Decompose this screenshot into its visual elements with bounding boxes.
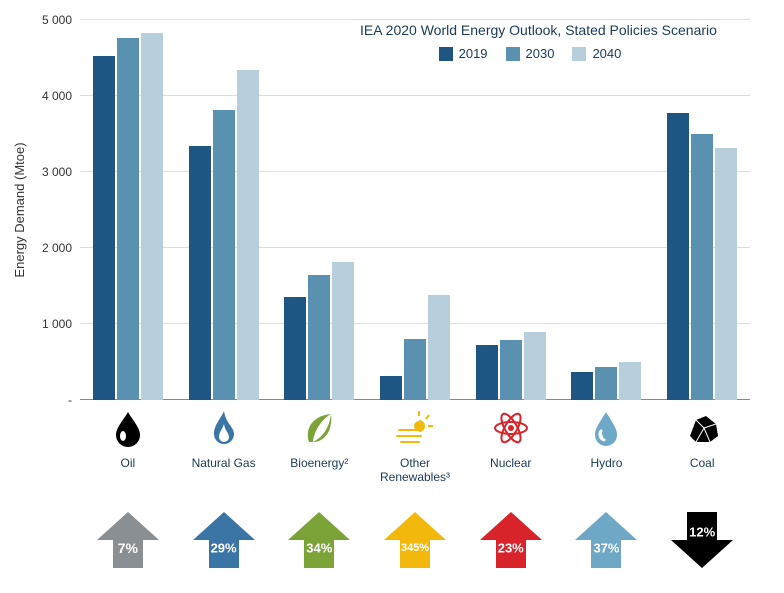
bar <box>141 33 163 400</box>
change-arrow: 37% <box>571 510 641 570</box>
arrow-pct-label: 23% <box>498 541 524 556</box>
legend-item: 2040 <box>572 46 621 61</box>
category-label: Nuclear <box>490 456 531 484</box>
sun-wind-icon <box>395 408 435 448</box>
bar <box>308 275 330 400</box>
coal-icon <box>682 408 722 448</box>
bar <box>524 332 546 400</box>
category-label: Oil <box>121 456 136 484</box>
category-cell-hydro: Hydro <box>559 408 655 485</box>
bar-group-oil <box>80 20 176 400</box>
atom-icon <box>491 408 531 448</box>
bar <box>189 146 211 400</box>
legend-item: 2019 <box>439 46 488 61</box>
legend-label: 2030 <box>526 46 555 61</box>
category-cell-oil: Oil <box>80 408 176 485</box>
arrow-cell-natural_gas: 29% <box>176 510 272 570</box>
bar-group-nuclear <box>463 20 559 400</box>
change-arrow: 29% <box>189 510 259 570</box>
y-axis-label: Energy Demand (Mtoe) <box>12 142 27 277</box>
y-tick-label: 2 000 <box>42 241 72 255</box>
chart-title: IEA 2020 World Energy Outlook, Stated Po… <box>360 22 740 38</box>
category-label: Natural Gas <box>192 456 256 484</box>
legend-item: 2030 <box>506 46 555 61</box>
category-label: OtherRenewables³ <box>380 456 450 485</box>
y-tick-label: - <box>68 393 72 407</box>
bar <box>213 110 235 400</box>
arrow-pct-label: 12% <box>689 524 715 539</box>
y-tick-label: 3 000 <box>42 165 72 179</box>
change-arrow: 23% <box>476 510 546 570</box>
bar <box>619 362 641 400</box>
change-arrow: 34% <box>284 510 354 570</box>
y-axis: -1 0002 0003 0004 0005 000 <box>20 20 80 400</box>
change-arrow: 345% <box>380 510 450 570</box>
arrow-cell-oil: 7% <box>80 510 176 570</box>
category-cell-coal: Coal <box>654 408 750 485</box>
legend-swatch <box>439 47 453 61</box>
category-cell-natural_gas: Natural Gas <box>176 408 272 485</box>
arrow-row: 7% 29% 34% 345% 23% 37% 12% <box>80 510 750 570</box>
bar <box>428 295 450 400</box>
bar-group-hydro <box>559 20 655 400</box>
bar <box>667 113 689 400</box>
bar <box>595 367 617 400</box>
category-row: Oil Natural Gas Bioenergy² OtherRenewables… <box>80 408 750 485</box>
arrow-pct-label: 7% <box>118 540 138 556</box>
arrow-cell-other_renewables: 345% <box>367 510 463 570</box>
bar <box>715 148 737 400</box>
plot-area <box>80 20 750 400</box>
arrow-cell-hydro: 37% <box>559 510 655 570</box>
legend-swatch <box>572 47 586 61</box>
category-cell-bioenergy: Bioenergy² <box>271 408 367 485</box>
arrow-cell-coal: 12% <box>654 510 750 570</box>
oil-drop-icon <box>108 408 148 448</box>
arrow-pct-label: 37% <box>593 541 619 556</box>
bar <box>380 376 402 400</box>
bar <box>691 134 713 400</box>
leaf-icon <box>299 408 339 448</box>
bar-group-coal <box>654 20 750 400</box>
bar <box>284 297 306 400</box>
title-legend-block: IEA 2020 World Energy Outlook, Stated Po… <box>360 22 740 61</box>
arrow-cell-nuclear: 23% <box>463 510 559 570</box>
bar <box>404 339 426 400</box>
bar-group-other_renewables <box>367 20 463 400</box>
bar-group-bioenergy <box>271 20 367 400</box>
category-label: Hydro <box>590 456 622 484</box>
bar <box>117 38 139 400</box>
energy-demand-chart: -1 0002 0003 0004 0005 000 Energy Demand… <box>20 10 764 583</box>
y-tick-label: 5 000 <box>42 13 72 27</box>
arrow-pct-label: 29% <box>211 541 237 556</box>
water-drop-icon <box>586 408 626 448</box>
category-label: Bioenergy² <box>290 456 348 484</box>
bar-group-natural_gas <box>176 20 272 400</box>
arrow-pct-label: 345% <box>401 542 429 554</box>
arrow-cell-bioenergy: 34% <box>271 510 367 570</box>
bar <box>237 70 259 400</box>
category-label: Coal <box>690 456 715 484</box>
bar <box>93 56 115 400</box>
arrow-pct-label: 34% <box>306 541 332 556</box>
bar <box>571 372 593 400</box>
category-cell-nuclear: Nuclear <box>463 408 559 485</box>
bar <box>332 262 354 400</box>
change-arrow: 12% <box>667 510 737 570</box>
bar <box>500 340 522 400</box>
flame-icon <box>204 408 244 448</box>
category-cell-other_renewables: OtherRenewables³ <box>367 408 463 485</box>
bar-groups <box>80 20 750 400</box>
legend-swatch <box>506 47 520 61</box>
legend: 2019 2030 2040 <box>320 46 740 61</box>
legend-label: 2040 <box>592 46 621 61</box>
change-arrow: 7% <box>93 510 163 570</box>
y-tick-label: 1 000 <box>42 317 72 331</box>
legend-label: 2019 <box>459 46 488 61</box>
y-tick-label: 4 000 <box>42 89 72 103</box>
bar <box>476 345 498 400</box>
